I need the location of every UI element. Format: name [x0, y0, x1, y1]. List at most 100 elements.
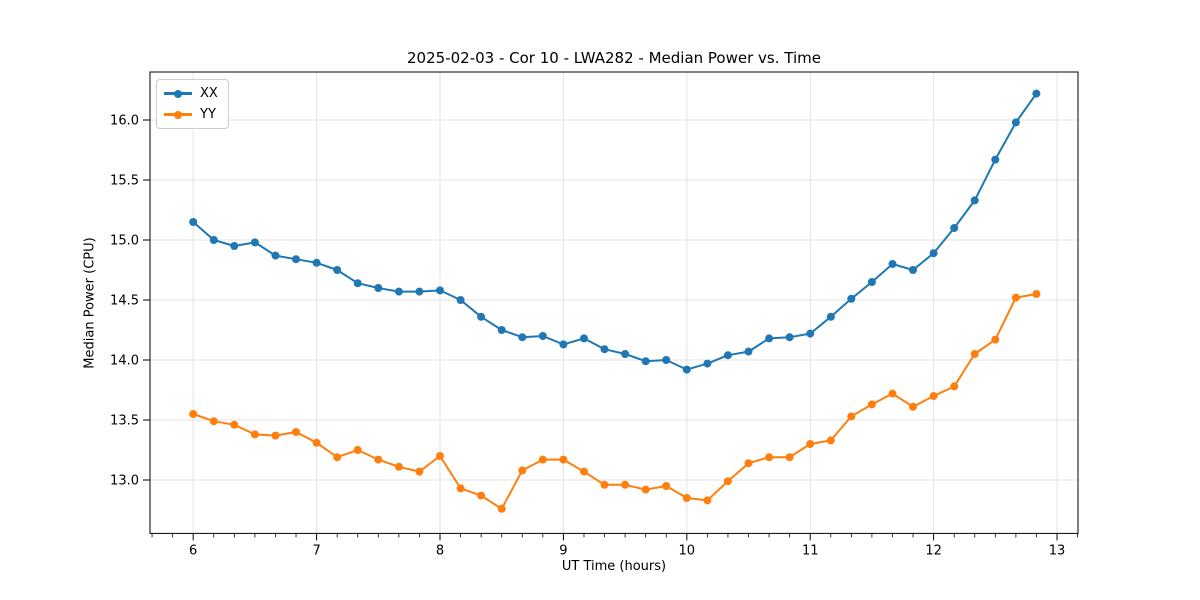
data-point-yy — [1011, 293, 1020, 302]
data-point-xx — [703, 359, 712, 368]
data-point-yy — [929, 392, 938, 400]
data-point-xx — [600, 345, 609, 354]
data-point-yy — [888, 389, 897, 398]
data-point-xx — [374, 284, 383, 292]
chart-title: 2025-02-03 - Cor 10 - LWA282 - Median Po… — [407, 49, 821, 67]
data-point-xx — [682, 365, 691, 374]
data-point-xx — [230, 242, 239, 250]
data-point-yy — [271, 431, 280, 440]
y-tick-label: 13.0 — [110, 474, 139, 489]
data-point-xx — [250, 238, 259, 247]
data-point-xx — [394, 287, 403, 296]
data-point-yy — [415, 467, 424, 476]
legend-marker-icon — [174, 89, 182, 98]
data-point-xx — [456, 296, 465, 304]
data-point-xx — [1032, 89, 1041, 98]
data-point-yy — [991, 335, 1000, 344]
data-point-yy — [682, 494, 691, 502]
data-point-yy — [394, 462, 403, 471]
data-point-xx — [333, 266, 342, 274]
y-axis-label: Median Power (CPU) — [82, 237, 98, 369]
data-point-yy — [436, 452, 444, 460]
x-tick-label: 13 — [1049, 543, 1066, 558]
data-point-xx — [744, 347, 753, 356]
legend-line-sample-xx — [164, 89, 192, 98]
data-point-xx — [436, 286, 444, 295]
data-point-yy — [600, 480, 609, 489]
data-point-yy — [806, 440, 815, 448]
y-tick-label: 16.0 — [110, 114, 139, 129]
data-point-xx — [950, 224, 959, 232]
data-point-yy — [189, 410, 198, 418]
legend-item-xx: XX — [157, 83, 228, 104]
x-axis-label: UT Time (hours) — [561, 559, 667, 574]
data-point-xx — [867, 278, 876, 286]
data-point-yy — [662, 482, 671, 490]
legend-line-sample-yy — [164, 110, 192, 119]
data-point-xx — [271, 251, 280, 260]
legend-marker-icon — [174, 110, 182, 119]
data-point-xx — [929, 249, 938, 258]
data-point-yy — [744, 459, 753, 468]
data-point-yy — [909, 402, 917, 411]
data-point-yy — [826, 436, 835, 445]
data-point-xx — [641, 357, 650, 366]
legend-item-yy: YY — [157, 104, 228, 125]
data-point-xx — [909, 266, 917, 274]
data-point-xx — [312, 258, 321, 267]
data-point-yy — [538, 455, 547, 464]
data-point-yy — [1032, 290, 1041, 298]
y-tick-label: 15.0 — [110, 234, 139, 249]
data-point-xx — [497, 326, 506, 334]
data-point-xx — [477, 312, 486, 321]
data-point-yy — [230, 420, 239, 429]
data-point-yy — [950, 382, 959, 391]
y-tick-label: 14.5 — [110, 294, 139, 309]
data-point-yy — [250, 430, 259, 439]
series-line-yy — [192, 293, 1037, 510]
data-point-xx — [785, 333, 794, 342]
data-point-xx — [538, 332, 547, 340]
x-tick-label: 11 — [802, 543, 819, 558]
data-point-xx — [847, 294, 856, 303]
data-point-yy — [559, 455, 568, 464]
data-point-yy — [292, 428, 300, 436]
data-point-xx — [353, 279, 362, 288]
x-tick-label: 10 — [679, 543, 696, 558]
data-point-yy — [312, 438, 321, 447]
legend-label-yy: YY — [200, 107, 216, 122]
data-point-yy — [580, 467, 588, 476]
data-point-xx — [559, 340, 568, 349]
data-point-xx — [888, 260, 897, 268]
data-point-xx — [826, 312, 835, 321]
data-point-xx — [189, 218, 198, 226]
plot-border — [149, 71, 1079, 534]
data-point-yy — [703, 496, 712, 505]
data-point-yy — [374, 455, 383, 464]
data-point-yy — [785, 453, 794, 462]
x-tick-label: 12 — [925, 543, 942, 558]
data-point-xx — [518, 333, 527, 342]
legend-label-xx: XX — [200, 86, 218, 101]
y-tick-label: 13.5 — [110, 414, 139, 429]
series-line-xx — [192, 93, 1038, 371]
legend: XX YY — [156, 79, 229, 129]
data-point-xx — [765, 334, 774, 343]
data-point-xx — [209, 236, 218, 244]
x-tick-label: 8 — [436, 543, 444, 558]
data-point-xx — [621, 350, 630, 358]
y-tick-label: 15.5 — [110, 174, 139, 189]
data-point-yy — [970, 350, 979, 358]
data-point-yy — [209, 417, 218, 426]
data-point-yy — [353, 446, 362, 454]
data-point-xx — [970, 196, 979, 205]
data-point-xx — [580, 334, 588, 343]
y-tick-label: 14.0 — [110, 354, 139, 369]
data-point-xx — [723, 351, 732, 360]
data-point-yy — [333, 453, 342, 462]
data-point-yy — [723, 477, 732, 486]
data-point-xx — [292, 255, 300, 264]
data-point-yy — [867, 400, 876, 409]
